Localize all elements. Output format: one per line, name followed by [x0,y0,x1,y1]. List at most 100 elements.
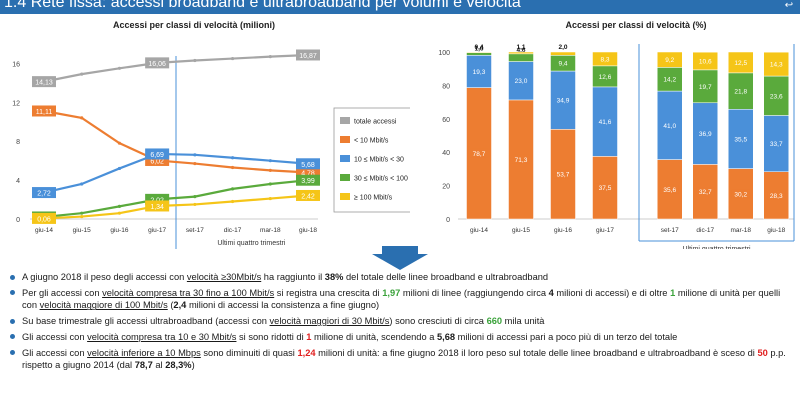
data-label: 4,78 [301,171,315,178]
data-label-box [767,59,786,69]
data-label: 53,7 [557,172,570,179]
data-point [193,202,197,207]
bullet-item: Gli accessi con velocità inferiore a 10 … [8,347,796,372]
data-label: 34,9 [557,98,570,105]
data-label: 1,6 [474,46,483,53]
legend-swatch [340,174,350,181]
data-point [193,161,197,166]
bullet-item: Gli accessi con velocità compresa tra 10… [8,331,796,344]
data-label: 36,9 [699,131,712,138]
bullet-text: 38% [324,272,344,282]
x-tick-label: giu-16 [554,227,572,234]
data-point [230,165,235,170]
bullet-text: ) [191,360,195,371]
x-tick-label: giu-14 [35,227,53,234]
data-label-box [296,174,320,186]
data-label-box [767,91,786,101]
bar-segment [508,53,534,62]
data-label: 19,7 [699,84,712,91]
data-label: 9,4 [558,61,567,68]
data-point [230,156,235,160]
data-label: 30,2 [734,191,747,198]
data-label-box [731,86,750,96]
data-label: 19,3 [473,69,486,76]
bullet-text: 78,7 [134,360,153,371]
data-label-box [145,57,170,69]
data-label-box [731,189,750,199]
data-point [193,195,197,199]
data-label: 78,7 [473,151,486,158]
bullet-text: ( [167,300,174,311]
line-chart-title: Accessi per classi di velocità (milioni) [113,20,275,30]
data-label-box [696,187,715,197]
data-label: 2,0 [558,44,567,51]
y-tick-label: 0 [16,217,20,224]
bullet-text: sono diminuiti di quasi [200,347,298,358]
legend-label: 10 ≤ Mbit/s < 30 [354,157,404,164]
data-label-box [596,71,614,81]
return-icon[interactable]: ↩ [784,0,794,11]
data-point [268,168,272,172]
bullet-text: velocità maggiore di 100 Mbit/s [39,300,168,311]
bullet-text: milione di unità, scendendo a [311,331,437,342]
data-label-box [145,148,170,160]
data-point [230,199,235,204]
series-line [43,109,309,174]
data-label: 12,6 [599,74,612,81]
x-tick-label: giu-14 [470,227,488,234]
bullet-text: Gli accessi con [22,331,88,342]
data-label-box [696,81,715,91]
data-label-box [470,66,488,76]
data-label: 33,7 [770,141,783,148]
data-label: 35,5 [734,136,747,143]
y-tick-label: 80 [442,83,450,90]
data-label-box [696,129,715,139]
data-label: 23,0 [515,78,528,85]
x-tick-label: giu-18 [767,227,785,234]
data-label-box [32,212,56,224]
legend-label: totale accessi [354,119,397,126]
data-label: 28,3 [770,193,783,200]
data-label: 8,3 [600,56,609,63]
y-tick-label: 12 [12,100,20,107]
x-tick-label: giu-15 [73,227,91,234]
data-label-box [554,95,572,105]
x-tick-label: giu-16 [110,227,128,234]
data-label: 9,2 [665,57,674,64]
data-label-box [32,76,56,88]
data-point [117,141,122,145]
data-label: 35,6 [663,187,676,194]
data-point [193,58,197,63]
x-tick-label: set-17 [661,227,679,234]
series-line [43,152,309,194]
x-tick-label: mar-18 [260,227,281,234]
bar-segment [508,51,534,55]
y-tick-label: 40 [442,150,450,157]
data-label-box [145,154,170,166]
data-label: 16,06 [148,61,166,68]
data-label: 23,6 [770,93,783,100]
data-label: 1,1 [516,44,525,51]
bullet-text: milioni di unità: a fine giugno 2018 il … [315,347,758,358]
bullet-item: Su base trimestrale gli accessi ultrabro… [8,315,796,328]
data-label-box [767,190,786,200]
slide-title: 1.4 Rete fissa: accessi broadband e ultr… [4,0,521,11]
bullet-text: velocità ≥30Mbit/s [186,272,262,282]
bullet-text: 1,24 [297,347,316,358]
y-tick-label: 100 [438,50,450,57]
legend-label: ≥ 100 Mbit/s [354,195,393,202]
bullet-text: A giugno 2018 il peso degli accessi con [22,272,187,282]
data-point [80,182,84,186]
bullet-text: 2,4 [173,300,187,311]
x-tick-label: mar-18 [730,227,751,234]
data-label-box [554,169,572,179]
data-label: 14,2 [663,77,676,84]
data-label-box [596,117,614,127]
bullet-text: 28,3% [165,360,192,371]
bullet-text: velocità compresa tra 10 e 30 Mbit/s [87,331,237,342]
data-point [268,182,272,186]
data-point [80,214,84,219]
data-point [230,187,235,191]
bullet-text: 5,68 [436,331,456,342]
bullet-text: 660 [486,316,503,327]
